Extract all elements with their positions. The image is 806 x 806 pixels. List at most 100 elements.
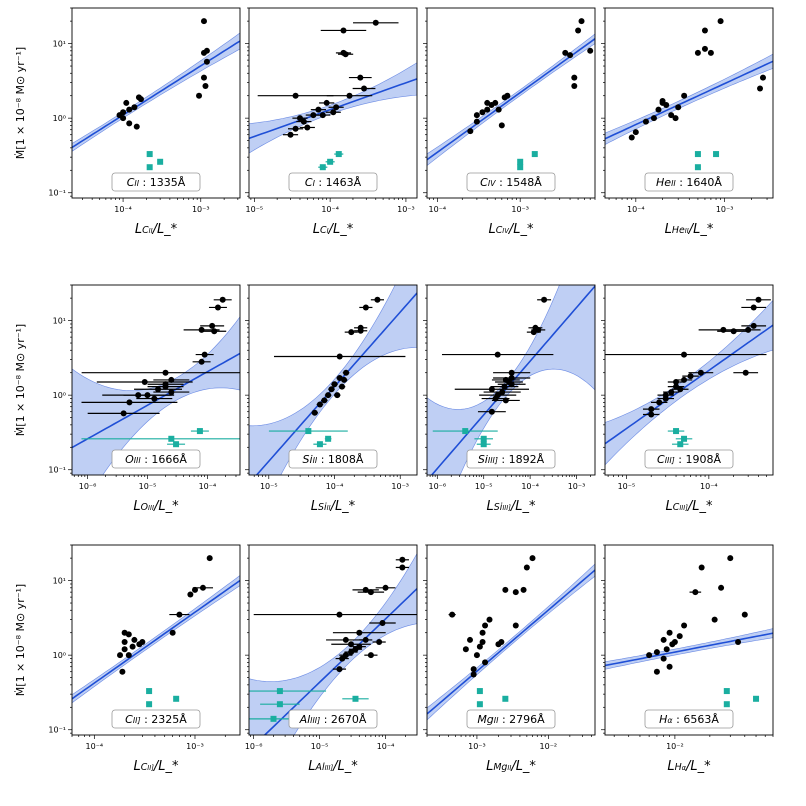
- fit-band: [605, 299, 773, 466]
- x-axis: 10⁻⁶ 10⁻⁵ 10⁻⁴ LOIII/L_*: [73, 475, 237, 514]
- black-point-12: [681, 351, 688, 358]
- black-point-14: [535, 326, 542, 333]
- line-label-box: [644, 172, 734, 192]
- black-point-7: [155, 386, 162, 393]
- black-point-18: [520, 586, 527, 593]
- y-tick-label-3: 10¹: [53, 40, 66, 49]
- black-point-3: [473, 112, 480, 119]
- x-tick-label-1: 10⁻⁶: [428, 482, 446, 491]
- teal-point-3: [325, 435, 332, 442]
- line-label: OIII : 1666Å: [111, 449, 201, 469]
- black-point-4: [348, 649, 355, 656]
- teal-point-3: [196, 428, 203, 435]
- black-point-11: [343, 369, 350, 376]
- fit-line: [72, 579, 240, 700]
- black-point-8: [315, 106, 322, 113]
- black-point-15: [701, 45, 708, 52]
- black-point-4: [121, 639, 128, 646]
- black-point-12: [486, 616, 493, 623]
- fit-line: [605, 324, 773, 445]
- plot-area: [427, 555, 595, 722]
- black-point-10: [494, 351, 501, 358]
- black-point-1: [449, 611, 456, 618]
- x-axis-label: LCIV/L_*: [489, 222, 534, 237]
- y-axis: [601, 284, 605, 474]
- teal-point-2: [270, 715, 277, 722]
- black-point-8: [126, 120, 133, 127]
- x-tick-label-1: 10⁻⁴: [627, 205, 645, 214]
- y-axis: [245, 544, 249, 734]
- axes-frame: [71, 544, 241, 736]
- x-axis: 10⁻⁶ 10⁻⁵ 10⁻⁴ LAlIII]/L_*: [245, 735, 406, 774]
- black-point-5: [300, 118, 307, 125]
- line-label-text: CIV : 1548Å: [480, 176, 542, 189]
- teal-point-4: [753, 695, 760, 702]
- black-point-10: [681, 376, 688, 383]
- y-axis-label: Ṁ[1 × 10⁻⁸ M⊙ yr⁻¹]: [14, 584, 27, 696]
- black-point-11: [196, 92, 203, 99]
- black-point-7: [131, 636, 138, 643]
- x-tick-label-2: 10⁻⁵: [311, 742, 329, 751]
- line-label-text: CI : 1463Å: [305, 176, 362, 189]
- plot-area: [72, 18, 240, 185]
- black-point-17: [727, 555, 734, 562]
- line-label: CI : 1463Å: [288, 172, 378, 192]
- black-point-18: [348, 641, 355, 648]
- line-label: MgII : 2796Å: [466, 709, 556, 729]
- x-tick-label-2: 10⁻⁴: [321, 205, 339, 214]
- black-point-8: [367, 652, 374, 659]
- black-point-3: [321, 397, 328, 404]
- black-point-4: [650, 115, 657, 122]
- black-point-5: [662, 392, 669, 399]
- plot-area: [249, 285, 417, 475]
- teal-point-4: [276, 701, 283, 708]
- black-point-6: [304, 124, 311, 131]
- black-point-8: [495, 106, 502, 113]
- black-point-18: [741, 611, 748, 618]
- y-tick-label-1: 10⁻¹: [48, 726, 66, 735]
- black-point-20: [529, 555, 536, 562]
- x-tick-label-1: 10⁻⁴: [86, 742, 104, 751]
- black-point-7: [476, 643, 483, 650]
- black-point-4: [499, 389, 506, 396]
- fit-line: [605, 632, 773, 667]
- black-point-10: [135, 94, 142, 101]
- x-tick-label-1: 10⁻⁵: [618, 482, 636, 491]
- black-point-11: [336, 611, 343, 618]
- black-point-12: [362, 586, 369, 593]
- black-point-9: [162, 369, 169, 376]
- black-point-4: [479, 109, 486, 116]
- teal-point-1: [168, 435, 175, 442]
- black-point-11: [168, 389, 175, 396]
- x-tick-label-3: 10⁻³: [397, 205, 415, 214]
- black-point-4: [126, 106, 133, 113]
- black-point-8: [668, 112, 675, 119]
- black-point-14: [701, 27, 708, 34]
- y-tick-label-3: 10¹: [53, 577, 66, 586]
- black-point-17: [374, 296, 381, 303]
- teal-point-4: [502, 695, 509, 702]
- line-label-box: [288, 172, 378, 192]
- black-point-1: [292, 92, 299, 99]
- plot-area: [72, 555, 240, 722]
- black-point-13: [176, 611, 183, 618]
- x-axis: 10⁻³ 10⁻² LMgII/L_*: [426, 735, 592, 774]
- x-tick-label-3: 10⁻³: [391, 482, 409, 491]
- black-point-9: [677, 386, 684, 393]
- x-tick-label-1: 10⁻⁴: [114, 205, 132, 214]
- black-point-15: [198, 326, 205, 333]
- panel-6: 10⁻⁵ 10⁻⁴ 10⁻³ LSiII/L_* SiII : 1808Å: [245, 284, 418, 514]
- teal-point-2: [677, 441, 684, 448]
- black-point-4: [470, 666, 477, 673]
- line-label-box: [111, 709, 201, 729]
- x-tick-label-1: 10⁻⁶: [245, 742, 263, 751]
- line-label: CIII] : 1908Å: [644, 449, 734, 469]
- axes-frame: [604, 284, 774, 476]
- panel-7: 10⁻⁶ 10⁻⁵ 10⁻⁴ 10⁻³ LSiIII]/L_* SiIII] : 1892…: [423, 284, 596, 514]
- x-tick-label-2: 10⁻⁴: [326, 482, 344, 491]
- fit-band: [72, 316, 240, 475]
- y-tick-label-2: 10⁰: [53, 114, 66, 123]
- black-point-20: [697, 369, 704, 376]
- black-point-16: [200, 18, 207, 25]
